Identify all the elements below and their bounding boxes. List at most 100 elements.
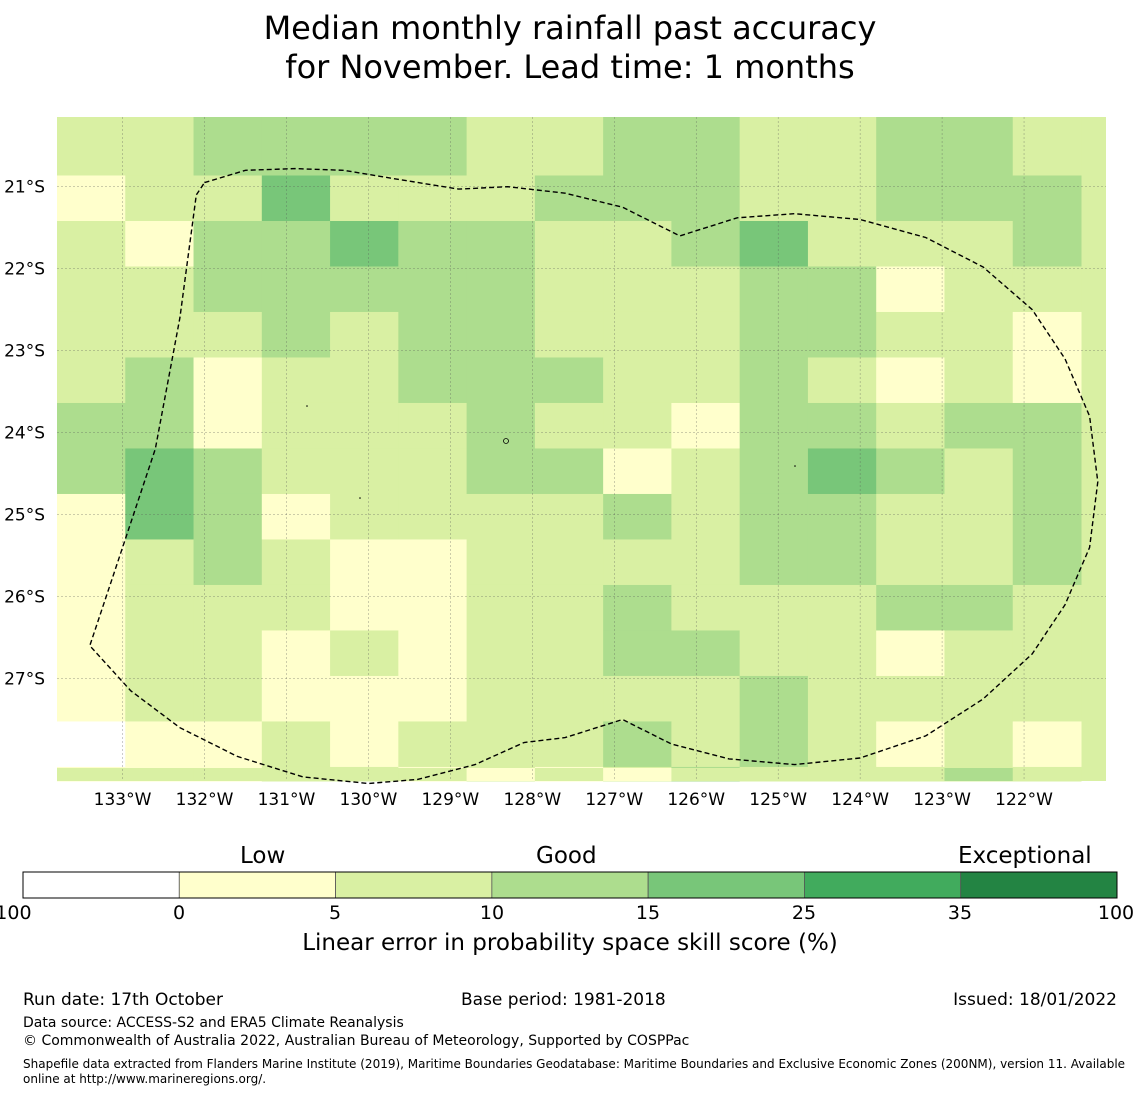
skill-cell	[671, 130, 741, 176]
skill-cell	[466, 402, 536, 449]
skill-cell	[330, 266, 399, 313]
copyright: © Commonwealth of Australia 2022, Austra…	[23, 1033, 690, 1049]
skill-cell	[534, 539, 604, 586]
skill-cell	[944, 357, 1014, 404]
skill-cell	[876, 768, 945, 781]
skill-cell	[876, 357, 945, 404]
skill-cell	[1012, 721, 1082, 768]
skill-cell	[1012, 493, 1082, 540]
skill-cell	[193, 768, 263, 781]
colorbar-frame	[22, 871, 1118, 899]
skill-cell	[603, 493, 672, 540]
colorbar-tick: 15	[635, 902, 661, 924]
skill-cell	[671, 630, 741, 677]
skill-cell	[193, 675, 263, 722]
skill-cell	[739, 402, 809, 449]
island-marker	[503, 438, 509, 444]
skill-cell	[466, 130, 536, 176]
skill-cell	[330, 721, 399, 768]
skill-cell	[330, 539, 399, 586]
skill-cell	[603, 220, 672, 267]
base-period: Base period: 1981-2018	[461, 990, 666, 1010]
skill-cell	[944, 721, 1014, 768]
skill-cell	[944, 402, 1014, 449]
skill-cell	[57, 721, 126, 768]
skill-cell	[739, 493, 809, 540]
skill-cell	[466, 220, 536, 267]
skill-cell	[57, 311, 126, 358]
skill-cell	[876, 539, 945, 586]
skill-cell	[876, 721, 945, 768]
skill-cell	[534, 175, 604, 222]
skill-cell	[603, 721, 672, 768]
skill-cell	[398, 130, 468, 176]
skill-cell	[1012, 539, 1082, 586]
skill-cell	[739, 266, 809, 313]
skill-cell	[330, 311, 399, 358]
skill-cell	[466, 539, 536, 586]
skill-cell	[261, 357, 331, 404]
skill-cell	[807, 584, 877, 631]
skill-cell	[671, 768, 741, 781]
skill-cell	[398, 493, 468, 540]
skill-cell	[261, 721, 331, 768]
skill-cell	[807, 768, 877, 781]
latitude-label: 21°S	[4, 178, 45, 198]
island-marker	[794, 465, 796, 467]
skill-cell	[603, 311, 672, 358]
skill-cell	[466, 675, 536, 722]
colorbar-tick: 5	[328, 902, 342, 924]
skill-cell	[876, 675, 945, 722]
skill-cell	[330, 402, 399, 449]
skill-cell	[944, 448, 1014, 495]
skill-cell	[876, 402, 945, 449]
skill-cell	[534, 493, 604, 540]
skill-cell	[739, 175, 809, 222]
skill-cell	[944, 311, 1014, 358]
skill-cell	[671, 584, 741, 631]
skill-cell	[466, 448, 536, 495]
skill-cell	[739, 630, 809, 677]
skill-cell	[1012, 220, 1082, 267]
shapefile-credit-line-1: Shapefile data extracted from Flanders M…	[23, 1057, 1126, 1071]
colorbar-segment	[647, 871, 805, 899]
colorbar-tick: 0	[172, 902, 186, 924]
skill-cell	[671, 266, 741, 313]
skill-cell	[944, 130, 1014, 176]
skill-cell	[603, 266, 672, 313]
skill-cell	[603, 539, 672, 586]
eez-boundary	[89, 167, 1099, 785]
skill-cell	[739, 117, 809, 130]
skill-cell	[671, 175, 741, 222]
skill-cell	[876, 130, 945, 176]
skill-cell	[466, 266, 536, 313]
skill-cell	[57, 117, 126, 130]
latitude-label: 26°S	[4, 588, 45, 608]
island-marker	[359, 497, 361, 499]
skill-cell	[807, 493, 877, 540]
skill-cell	[193, 721, 263, 768]
skill-cell	[261, 448, 331, 495]
latitude-label: 25°S	[4, 506, 45, 526]
skill-cell	[534, 220, 604, 267]
skill-cell	[330, 117, 399, 130]
skill-cell	[261, 493, 331, 540]
skill-cell	[876, 584, 945, 631]
skill-cell	[125, 357, 195, 404]
longitude-label: 123°W	[913, 790, 971, 810]
skill-cell	[534, 721, 604, 768]
skill-cell	[944, 175, 1014, 222]
skill-cell	[944, 493, 1014, 540]
skill-cell	[466, 175, 536, 222]
category-label-good: Good	[536, 843, 597, 869]
skill-cell	[466, 721, 536, 768]
skill-cell	[398, 675, 468, 722]
skill-cell	[57, 493, 126, 540]
skill-cell	[807, 448, 877, 495]
skill-cell	[603, 584, 672, 631]
skill-cell	[398, 175, 468, 222]
skill-cell	[57, 402, 126, 449]
skill-cell	[398, 721, 468, 768]
skill-cell	[603, 402, 672, 449]
skill-cell	[466, 584, 536, 631]
